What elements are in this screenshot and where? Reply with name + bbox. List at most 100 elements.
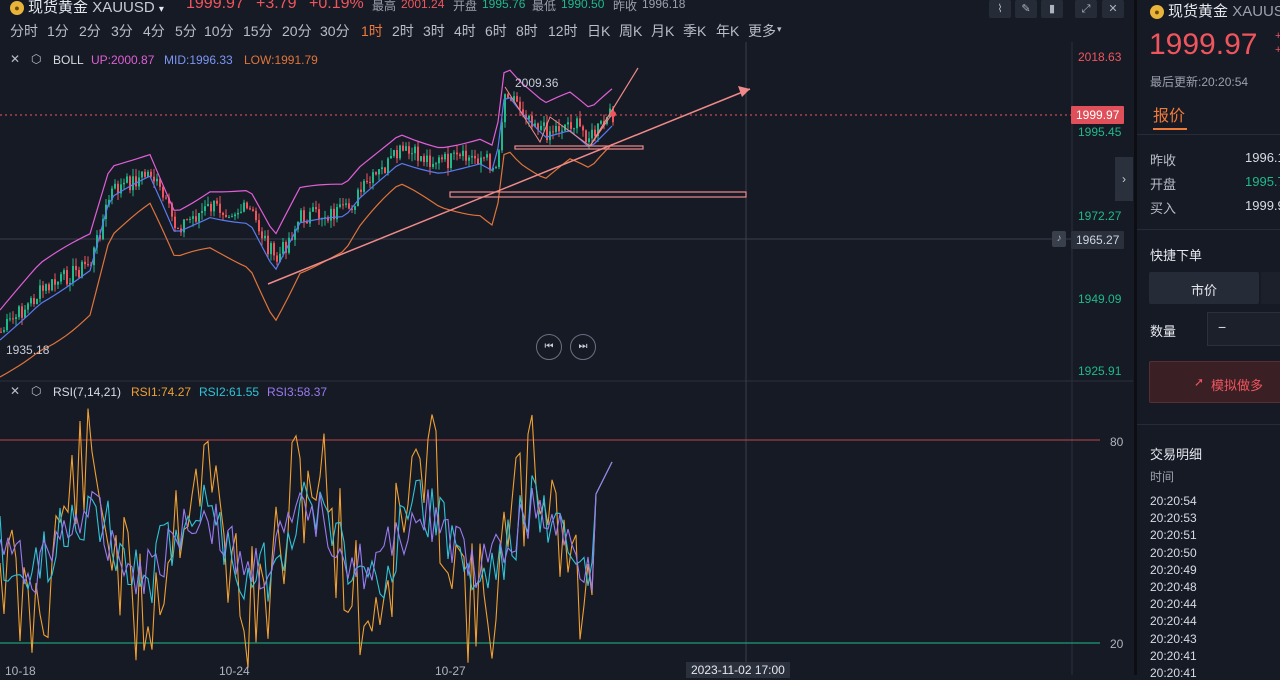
trend-line [267,88,751,285]
candle-body [219,203,221,213]
chevron-right-icon[interactable]: › [1115,157,1133,201]
settings-icon[interactable]: ⬡ [31,384,42,398]
skip-back-icon[interactable]: ⏮ [536,334,562,360]
rsi1-line [0,408,613,668]
timeframe-10[interactable]: 1时 [361,23,383,39]
symbol-header: ● 现货黄金 XAUUSD ▾ 1999.97 +3.79 +0.19% 最高 2… [0,0,1133,20]
candle-body [591,129,593,139]
candle-body [597,123,599,137]
candle-body [57,281,59,285]
candle-body [552,131,554,133]
timeframe-22[interactable]: 更多 [748,23,776,39]
price-axis-label: 1925.91 [1078,364,1122,378]
candle-body [84,261,86,265]
timeframe-5[interactable]: 5分 [175,23,197,39]
timeframe-14[interactable]: 6时 [485,23,507,39]
panel-change-2: + [1275,44,1280,56]
divider [1137,229,1280,230]
candle-body [477,158,479,165]
timeframe-17[interactable]: 日K [587,23,611,39]
candle-body [456,152,458,155]
fullscreen-icon[interactable]: ⤢ [1075,0,1097,18]
timeframe-9[interactable]: 30分 [320,23,350,39]
candle-body [462,150,464,157]
sim-long-button[interactable]: ➚ 模拟做多 [1149,361,1280,403]
timeframe-2[interactable]: 2分 [79,23,101,39]
alert-price-tag: 1965.27 [1071,231,1125,249]
candle-body [600,121,602,124]
price-axis-label: 1949.09 [1078,292,1122,306]
chevron-down-icon[interactable]: ▾ [777,24,782,34]
skip-forward-icon[interactable]: ⏭ [570,334,596,360]
rsi3-line [0,461,613,595]
timeframe-20[interactable]: 季K [683,23,707,39]
timeframe-11[interactable]: 2时 [392,23,414,39]
timeframe-15[interactable]: 8时 [516,23,538,39]
candle-body [270,243,272,255]
timeframe-7[interactable]: 15分 [243,23,273,39]
candle-body [75,265,77,270]
pattern-line [504,86,613,147]
candle-body [234,214,236,217]
timeframe-16[interactable]: 12时 [548,23,578,39]
candle-body [372,172,374,183]
timeframe-13[interactable]: 4时 [454,23,476,39]
prev-close-label: 昨收 [613,0,638,13]
timeframe-8[interactable]: 20分 [282,23,312,39]
timeframe-21[interactable]: 年K [716,23,740,39]
close-icon[interactable]: ✕ [10,384,21,398]
panel-title: ● 现货黄金 XAUUSD [1150,0,1280,21]
rsi2-label: RSI2:61.55 [199,385,260,399]
timeframe-1[interactable]: 1分 [47,23,69,39]
boll-name: BOLL [53,53,84,67]
symbol-title[interactable]: ● 现货黄金 XAUUSD ▾ [10,0,164,17]
timeframe-19[interactable]: 月K [651,23,675,39]
candle-body [282,242,284,254]
timeframe-4[interactable]: 4分 [143,23,165,39]
trade-time: 20:20:41 [1150,666,1197,680]
trade-time: 20:20:44 [1150,614,1197,629]
candle-body [255,210,257,221]
tab-quote[interactable]: 报价 [1153,108,1186,125]
limit-price-button[interactable] [1261,272,1280,304]
close-icon[interactable]: ✕ [10,52,21,66]
timeframe-6[interactable]: 10分 [204,23,234,39]
rsi3-label: RSI3:58.37 [267,385,328,399]
pen-icon[interactable]: ✎ [1015,0,1037,18]
bell-icon[interactable]: ♪ [1052,231,1066,247]
candle-body [132,176,134,191]
chart-area[interactable]: ✕ ⬡ BOLL UP:2000.87 MID:1996.33 LOW:1991… [0,42,1133,678]
timeframe-18[interactable]: 周K [619,23,643,39]
candle-body [387,158,389,174]
candle-body [168,197,170,204]
line-tool-icon[interactable]: ⌇ [989,0,1011,18]
high-value: 2001.24 [401,0,445,11]
timeframe-bar: 分时 1分 2分 3分 4分 5分 10分 15分 20分 30分 1时 2时 3时 4时 6时 8时 12时日… [0,21,800,41]
market-price-button[interactable]: 市价 [1149,272,1259,304]
close-icon[interactable]: ✕ [1102,0,1124,18]
candle-body [570,122,572,129]
candle-body [537,123,539,130]
gold-coin-icon: ● [1150,5,1164,19]
timeframe-3[interactable]: 3分 [111,23,133,39]
quantity-label: 数量 [1150,324,1177,339]
candle-body [135,176,137,187]
chart-canvas[interactable] [0,42,1133,675]
candle-body [54,279,56,285]
trade-time: 20:20:54 [1150,494,1197,508]
candle-type-icon[interactable]: ▮ [1041,0,1063,18]
candle-body [459,154,461,157]
candle-body [369,182,371,184]
candle-body [267,235,269,255]
timeframe-0[interactable]: 分时 [10,23,38,39]
settings-icon[interactable]: ⬡ [31,52,42,66]
header-change-pct: +0.19% [309,0,364,12]
quantity-minus-button[interactable]: − [1218,319,1227,335]
candle-body [165,197,167,199]
candle-body [366,180,368,183]
price-axis-label: 2018.63 [1078,50,1122,64]
tab-underline [1153,128,1187,130]
quantity-stepper[interactable]: − [1207,312,1280,346]
chevron-down-icon[interactable]: ▾ [158,4,164,15]
timeframe-12[interactable]: 3时 [423,23,445,39]
